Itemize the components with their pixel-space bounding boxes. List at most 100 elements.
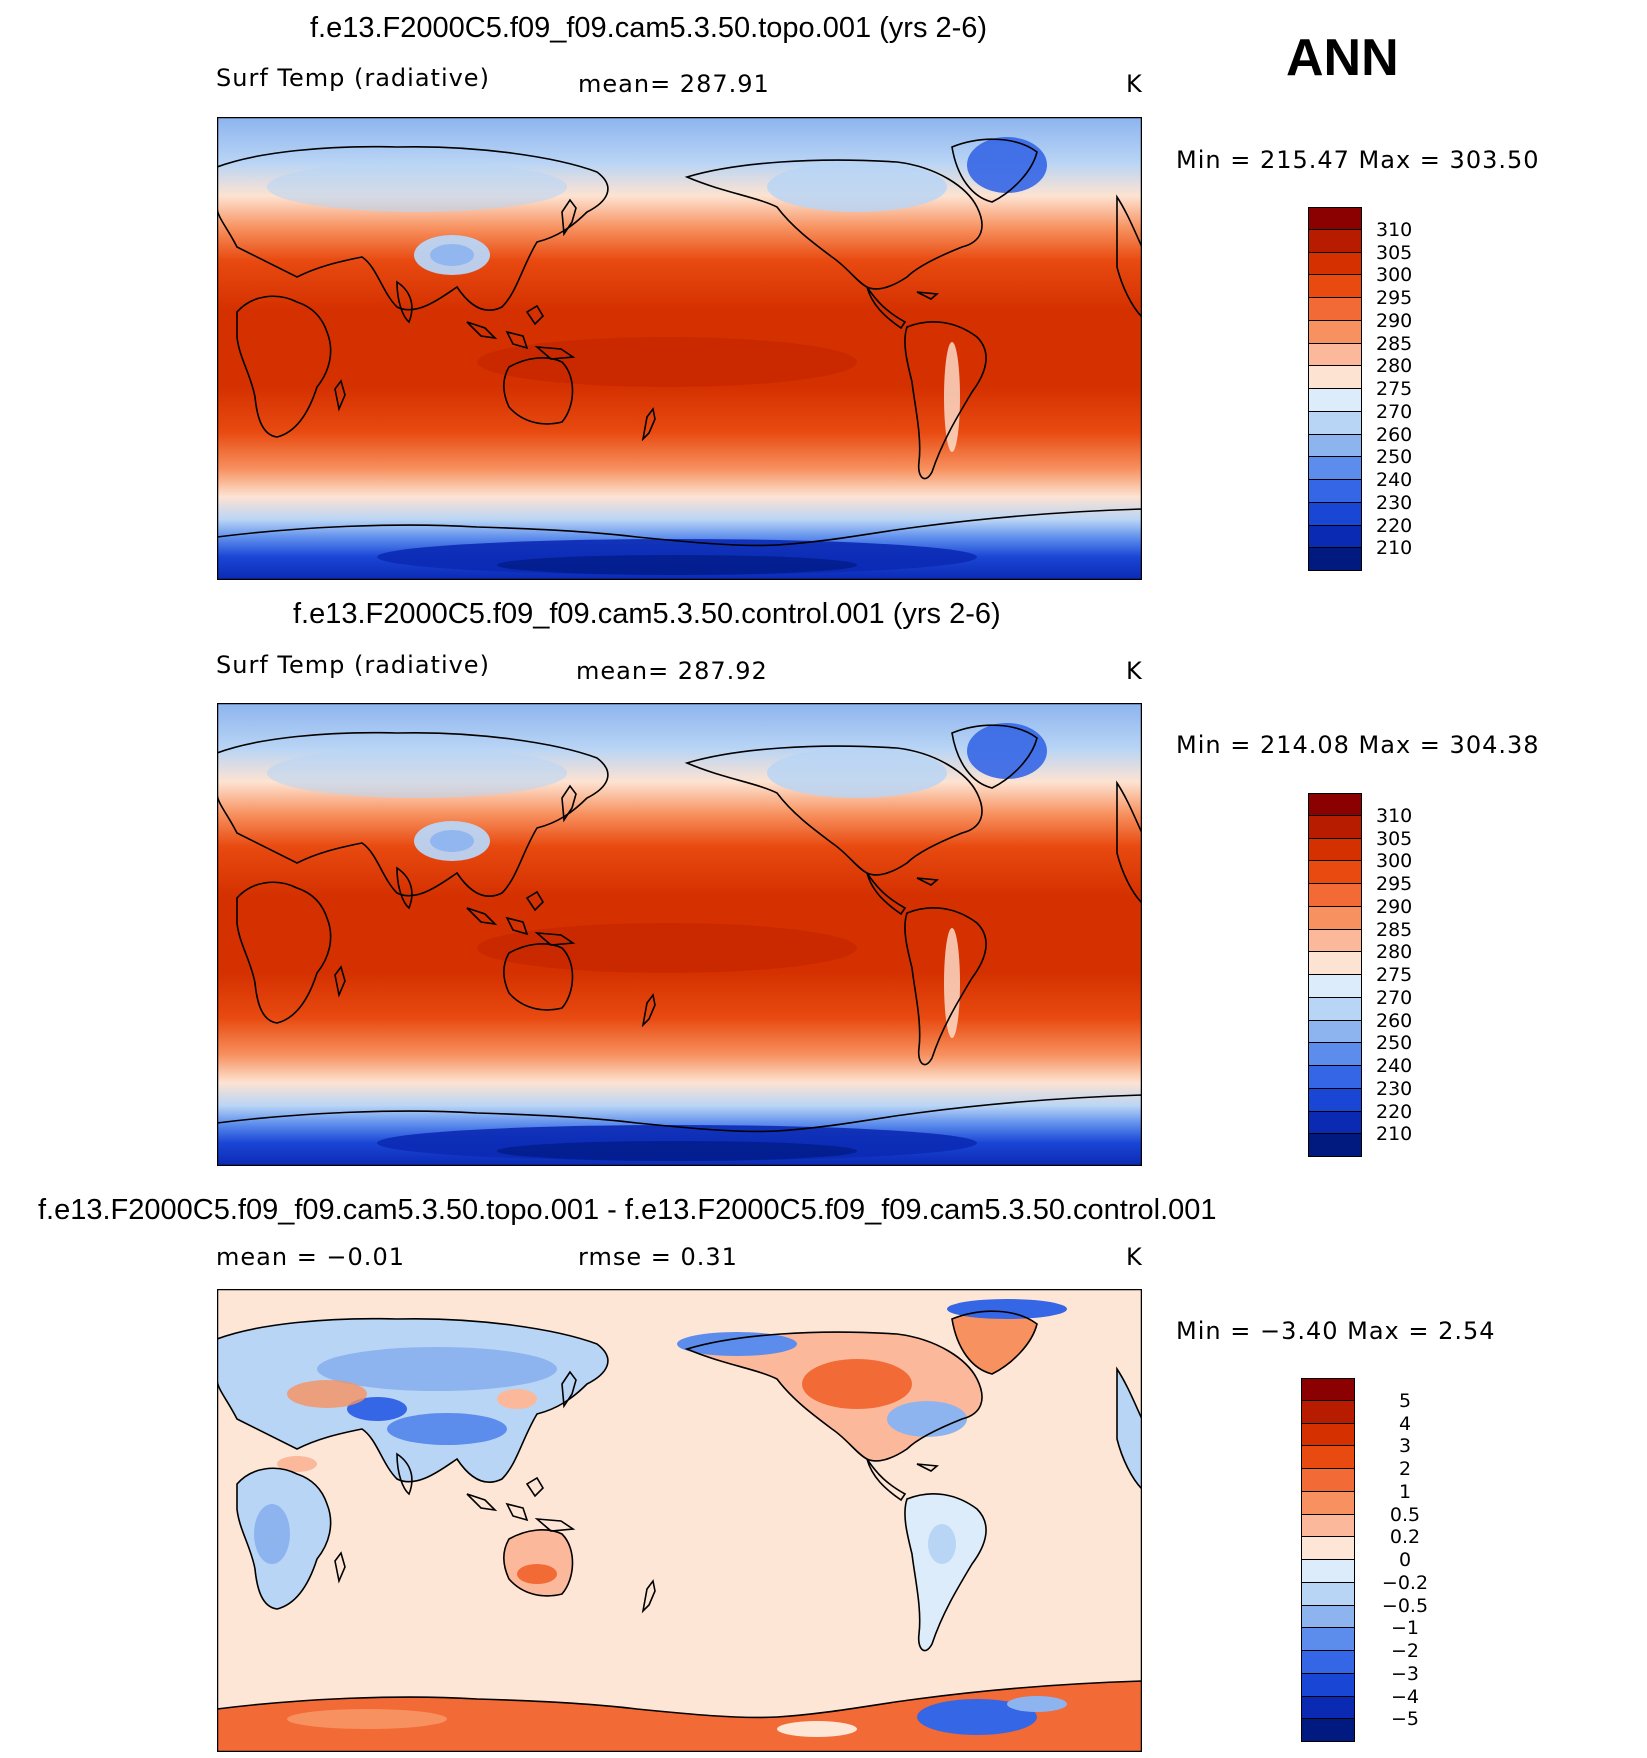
colorbar-swatch xyxy=(1301,1696,1355,1720)
colorbar-tick-label: 5 xyxy=(1398,1389,1412,1412)
colorbar-swatch xyxy=(1301,1719,1355,1742)
colorbar-swatch xyxy=(1308,252,1362,276)
colorbar-tick-label: 285 xyxy=(1376,918,1413,941)
colorbar-swatch xyxy=(1308,838,1362,862)
colorbar-tick-label: 295 xyxy=(1376,287,1413,309)
colorbar-swatch xyxy=(1301,1628,1355,1651)
colorbar-swatch xyxy=(1301,1423,1355,1447)
colorbar-swatch xyxy=(1301,1446,1355,1469)
colorbar-swatch xyxy=(1308,389,1362,412)
panel-2-variable-label: Surf Temp (radiative) xyxy=(216,651,490,679)
panel-3-units-label: K xyxy=(1126,1243,1143,1271)
panel-3-map xyxy=(217,1289,1142,1752)
colorbar-swatch xyxy=(1301,1560,1355,1583)
colorbar-swatch xyxy=(1301,1537,1355,1560)
panel-3-minmax-label: Min = −3.40 Max = 2.54 xyxy=(1176,1317,1496,1345)
panel-2-title: f.e13.F2000C5.f09_f09.cam5.3.50.control.… xyxy=(293,598,1001,630)
colorbar-tick-label: 0.2 xyxy=(1389,1526,1421,1549)
colorbar-tick-label: 250 xyxy=(1376,1032,1413,1055)
colorbar-swatch xyxy=(1308,906,1362,930)
colorbar-tick-label: 250 xyxy=(1376,446,1413,469)
colorbar-tick-label: 0.5 xyxy=(1389,1503,1421,1526)
colorbar-swatch xyxy=(1308,548,1362,571)
season-label: ANN xyxy=(1286,29,1399,87)
colorbar-swatch xyxy=(1301,1514,1355,1538)
panel-3-title: f.e13.F2000C5.f09_f09.cam5.3.50.topo.001… xyxy=(38,1194,1217,1226)
panel-1-mean-label: mean= 287.91 xyxy=(578,70,770,98)
colorbar-tick-label: −1 xyxy=(1390,1617,1419,1640)
colorbar-tick-label: 220 xyxy=(1376,1100,1413,1123)
colorbar-swatch xyxy=(1301,1582,1355,1606)
panel-2-minmax-label: Min = 214.08 Max = 304.38 xyxy=(1176,731,1540,759)
panel-3-colorbar xyxy=(1301,1378,1355,1742)
panel-3-rmse-label: rmse = 0.31 xyxy=(578,1243,738,1271)
colorbar-swatch xyxy=(1308,343,1362,367)
colorbar-swatch xyxy=(1308,997,1362,1021)
colorbar-tick-label: −3 xyxy=(1390,1662,1419,1685)
panel-1-minmax-label: Min = 215.47 Max = 303.50 xyxy=(1176,146,1540,174)
colorbar-tick-label: 310 xyxy=(1376,218,1413,241)
panel-1-map xyxy=(217,117,1142,580)
colorbar-tick-label: 275 xyxy=(1376,964,1413,986)
colorbar-tick-label: 2 xyxy=(1398,1458,1412,1480)
colorbar-swatch xyxy=(1308,1134,1362,1157)
colorbar-swatch xyxy=(1308,952,1362,975)
colorbar-tick-label: 300 xyxy=(1376,850,1413,873)
panel-1-colorbar-labels: 310 305 300 295 290 285 280 275 270 260 250 240 230 2… xyxy=(1376,207,1436,571)
colorbar-tick-label: −0.2 xyxy=(1381,1571,1429,1594)
colorbar-swatch xyxy=(1308,207,1362,230)
colorbar-tick-label: 305 xyxy=(1376,241,1413,264)
colorbar-tick-label: 295 xyxy=(1376,873,1413,895)
panel-1-colorbar xyxy=(1308,207,1362,571)
panel-3-colorbar-labels: 5 4 3 2 1 0.5 0.2 0 −0.2 −0.5 −1 −2 −3 −4 −5 xyxy=(1370,1378,1440,1742)
colorbar-tick-label: 210 xyxy=(1376,537,1413,560)
colorbar-swatch xyxy=(1308,480,1362,503)
colorbar-swatch xyxy=(1308,275,1362,298)
panel-2-colorbar-labels: 310 305 300 295 290 285 280 275 270 260 250 240 230 2… xyxy=(1376,793,1436,1157)
colorbar-tick-label: 260 xyxy=(1376,1009,1413,1032)
colorbar-tick-label: −2 xyxy=(1390,1640,1419,1662)
colorbar-swatch xyxy=(1301,1673,1355,1697)
colorbar-swatch xyxy=(1308,1111,1362,1135)
colorbar-swatch xyxy=(1308,861,1362,884)
colorbar-swatch xyxy=(1301,1400,1355,1424)
panel-2-map xyxy=(217,703,1142,1166)
colorbar-tick-label: 4 xyxy=(1398,1412,1412,1435)
panel-2-colorbar xyxy=(1308,793,1362,1157)
colorbar-swatch xyxy=(1308,229,1362,253)
colorbar-tick-label: 280 xyxy=(1376,941,1413,964)
colorbar-swatch xyxy=(1301,1651,1355,1674)
colorbar-swatch xyxy=(1308,411,1362,435)
colorbar-swatch xyxy=(1301,1469,1355,1492)
colorbar-swatch xyxy=(1308,525,1362,549)
colorbar-swatch xyxy=(1308,320,1362,344)
colorbar-swatch xyxy=(1308,1020,1362,1044)
colorbar-swatch xyxy=(1308,975,1362,998)
colorbar-swatch xyxy=(1308,1043,1362,1066)
colorbar-swatch xyxy=(1308,366,1362,389)
colorbar-swatch xyxy=(1308,929,1362,953)
colorbar-tick-label: 290 xyxy=(1376,895,1413,918)
colorbar-swatch xyxy=(1301,1491,1355,1515)
colorbar-tick-label: 305 xyxy=(1376,827,1413,850)
colorbar-swatch xyxy=(1308,1066,1362,1089)
colorbar-swatch xyxy=(1301,1378,1355,1401)
colorbar-tick-label: 3 xyxy=(1398,1435,1412,1458)
colorbar-tick-label: 260 xyxy=(1376,423,1413,446)
colorbar-tick-label: −0.5 xyxy=(1381,1594,1429,1617)
colorbar-swatch xyxy=(1308,434,1362,458)
colorbar-tick-label: 270 xyxy=(1376,986,1413,1009)
colorbar-tick-label: 275 xyxy=(1376,378,1413,400)
colorbar-tick-label: 285 xyxy=(1376,332,1413,355)
colorbar-tick-label: 290 xyxy=(1376,309,1413,332)
panel-1-units-label: K xyxy=(1126,70,1143,98)
colorbar-tick-label: −5 xyxy=(1390,1708,1419,1731)
colorbar-tick-label: 220 xyxy=(1376,514,1413,537)
panel-3-mean-label: mean = −0.01 xyxy=(216,1243,405,1271)
colorbar-swatch xyxy=(1308,1088,1362,1112)
colorbar-tick-label: 0 xyxy=(1398,1549,1412,1571)
colorbar-tick-label: 310 xyxy=(1376,804,1413,827)
colorbar-tick-label: 230 xyxy=(1376,491,1413,514)
colorbar-swatch xyxy=(1308,884,1362,907)
colorbar-swatch xyxy=(1308,457,1362,480)
